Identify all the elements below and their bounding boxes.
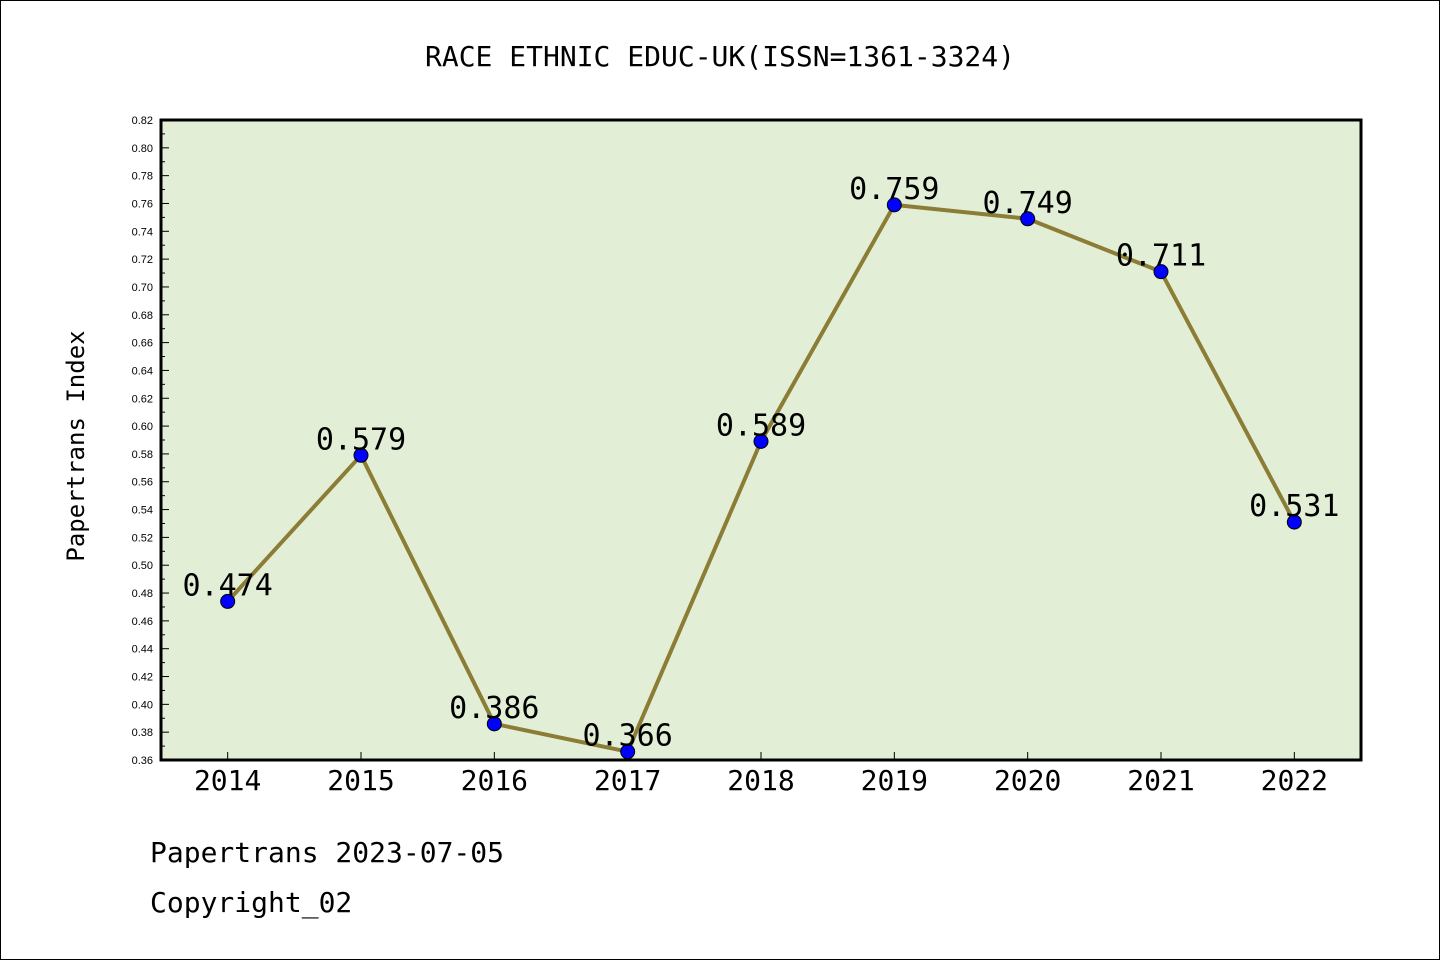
y-tick-label: 0.72 bbox=[132, 254, 153, 266]
data-point-marker bbox=[1153, 264, 1169, 280]
y-tick-label: 0.62 bbox=[132, 393, 153, 405]
y-tick-label: 0.46 bbox=[132, 616, 153, 628]
y-tick-label: 0.36 bbox=[132, 755, 153, 767]
x-tick-label: 2020 bbox=[994, 764, 1061, 797]
data-point-marker bbox=[886, 197, 902, 213]
y-tick-label: 0.64 bbox=[132, 365, 153, 377]
data-point-marker bbox=[353, 447, 369, 463]
x-tick-label: 2021 bbox=[1127, 764, 1194, 797]
y-tick-label: 0.58 bbox=[132, 449, 153, 461]
y-tick-label: 0.52 bbox=[132, 532, 153, 544]
data-point-marker bbox=[753, 433, 769, 449]
data-point-marker bbox=[486, 716, 502, 732]
data-label: 0.749 bbox=[983, 186, 1073, 221]
data-label: 0.579 bbox=[316, 422, 406, 457]
x-tick-label: 2019 bbox=[861, 764, 928, 797]
y-tick-label: 0.54 bbox=[132, 505, 153, 517]
y-tick-label: 0.70 bbox=[132, 282, 153, 294]
data-point-marker bbox=[220, 593, 236, 609]
series-line-group bbox=[220, 197, 1302, 760]
y-tick-label: 0.76 bbox=[132, 198, 153, 210]
data-labels: 0.474 0.579 0.386 0.366 0.589 0.759 0.749 0.711… bbox=[183, 172, 1340, 754]
y-axis-label: Papertrans Index bbox=[62, 330, 90, 561]
y-tick-label: 0.68 bbox=[132, 310, 153, 322]
x-tick-label: 2022 bbox=[1261, 764, 1328, 797]
data-label: 0.366 bbox=[583, 719, 673, 754]
footer-date: Papertrans 2023-07-05 bbox=[150, 836, 505, 869]
y-tick-label: 0.50 bbox=[132, 560, 153, 572]
data-label: 0.589 bbox=[716, 408, 806, 443]
y-tick-label: 0.44 bbox=[132, 644, 153, 656]
y-tick-label: 0.80 bbox=[132, 143, 153, 155]
y-tick-label: 0.38 bbox=[132, 727, 153, 739]
plot-border bbox=[159, 118, 1363, 762]
y-tick-label: 0.60 bbox=[132, 421, 153, 433]
x-tick-label: 2015 bbox=[327, 764, 394, 797]
x-tick-label: 2016 bbox=[461, 764, 528, 797]
chart-title: RACE ETHNIC EDUC-UK(ISSN=1361-3324) bbox=[425, 40, 1015, 73]
footer-copyright: Copyright_02 bbox=[150, 886, 353, 919]
data-label: 0.386 bbox=[449, 691, 539, 726]
y-tick-label: 0.56 bbox=[132, 477, 153, 489]
y-tick-label: 0.40 bbox=[132, 699, 153, 711]
x-tick-label: 2018 bbox=[727, 764, 794, 797]
y-tick-label: 0.78 bbox=[132, 171, 153, 183]
data-point-marker bbox=[1286, 514, 1302, 530]
data-label: 0.759 bbox=[849, 172, 939, 207]
y-tick-label: 0.42 bbox=[132, 672, 153, 684]
data-label: 0.474 bbox=[183, 568, 273, 603]
y-tick-label: 0.82 bbox=[132, 115, 153, 127]
y-tick-label: 0.48 bbox=[132, 588, 153, 600]
axis-ticks: 0.36 0.38 0.40 0.42 0.44 0.46 0.48 0.50 0.52 0.54… bbox=[132, 115, 1328, 797]
data-label: 0.711 bbox=[1116, 239, 1206, 274]
y-tick-label: 0.74 bbox=[132, 226, 153, 238]
data-point-marker bbox=[1020, 211, 1036, 227]
x-tick-label: 2014 bbox=[194, 764, 261, 797]
data-label: 0.531 bbox=[1249, 489, 1339, 524]
y-tick-label: 0.66 bbox=[132, 338, 153, 350]
x-tick-label: 2017 bbox=[594, 764, 661, 797]
